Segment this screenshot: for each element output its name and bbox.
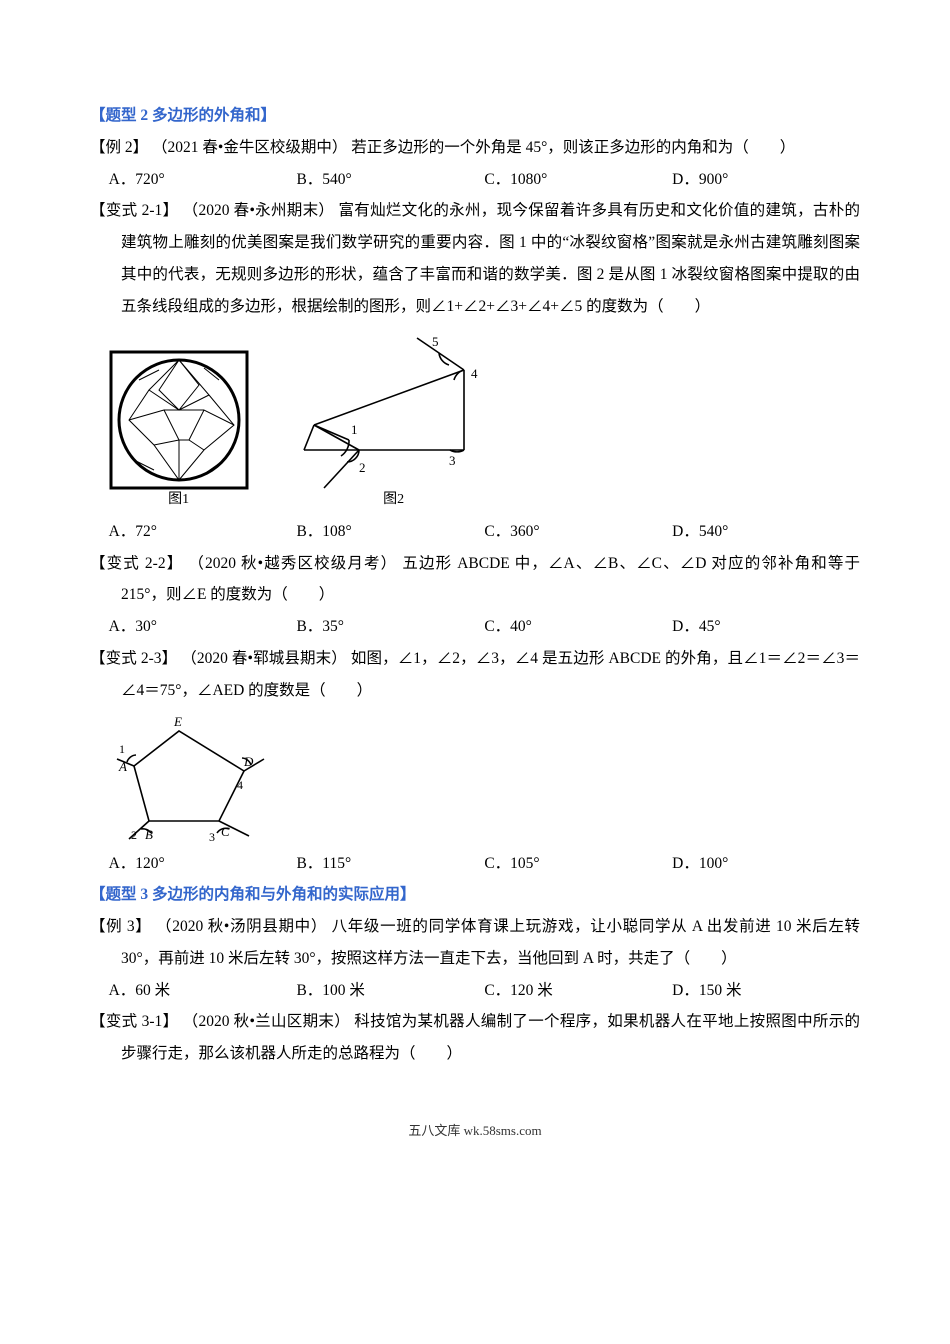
variant-2-2-label: 【变式 2-2】 [90,555,183,572]
figure-2-svg: 1 2 3 4 5 [289,330,499,490]
figure-2: 1 2 3 4 5 图2 [289,330,499,510]
option-b: B．35° [296,611,484,643]
variant-2-3-label: 【变式 2-3】 [90,650,177,667]
option-d: D．150 米 [672,975,860,1007]
svg-text:1: 1 [119,742,125,756]
section-3-title: 【题型 3 多边形的内角和与外角和的实际应用】 [90,879,860,911]
variant-2-2: 【变式 2-2】 （2020 秋•越秀区校级月考） 五边形 ABCDE 中，∠A… [90,548,860,612]
svg-text:B: B [145,827,153,842]
section-2-title: 【题型 2 多边形的外角和】 [90,100,860,132]
svg-text:A: A [118,759,127,774]
option-d: D．100° [672,848,860,880]
svg-text:E: E [173,714,182,729]
svg-text:2: 2 [131,828,137,842]
svg-text:D: D [243,754,254,769]
option-a: A．30° [109,611,297,643]
variant-2-3: 【变式 2-3】 （2020 春•郓城县期末） 如图，∠1，∠2，∠3，∠4 是… [90,643,860,707]
option-b: B．100 米 [296,975,484,1007]
option-c: C．120 米 [484,975,672,1007]
option-a: A．72° [109,516,297,548]
variant-2-3-figure: A B C D E 1 2 3 4 [90,711,860,846]
option-d: D．900° [672,164,860,196]
variant-3-1-source: （2020 秋•兰山区期末） [183,1013,350,1030]
example-2-options: A．720° B．540° C．1080° D．900° [90,164,860,196]
variant-3-1: 【变式 3-1】 （2020 秋•兰山区期末） 科技馆为某机器人编制了一个程序，… [90,1006,860,1070]
variant-2-1: 【变式 2-1】 （2020 春•永州期末） 富有灿烂文化的永州，现今保留着许多… [90,195,860,322]
variant-2-2-options: A．30° B．35° C．40° D．45° [90,611,860,643]
variant-2-1-source: （2020 春•永州期末） [183,202,335,219]
svg-text:4: 4 [237,778,243,792]
variant-2-3-svg: A B C D E 1 2 3 4 [109,711,279,846]
variant-3-1-label: 【变式 3-1】 [90,1013,178,1030]
variant-2-2-source: （2020 秋•越秀区校级月考） [188,555,397,572]
variant-2-3-source: （2020 春•郓城县期末） [181,650,347,667]
svg-text:1: 1 [351,422,358,437]
option-b: B．108° [296,516,484,548]
option-c: C．360° [484,516,672,548]
variant-2-1-label: 【变式 2-1】 [90,202,178,219]
example-2: 【例 2】 （2021 春•金牛区校级期中） 若正多边形的一个外角是 45°，则… [90,132,860,164]
svg-text:5: 5 [432,334,439,349]
page: 【题型 2 多边形的外角和】 【例 2】 （2021 春•金牛区校级期中） 若正… [0,0,950,1185]
figure-2-caption: 图2 [289,490,499,510]
option-a: A．720° [109,164,297,196]
option-c: C．105° [484,848,672,880]
page-footer: 五八文库 wk.58sms.com [90,1118,860,1145]
figure-1-caption: 图1 [109,490,249,510]
example-3-options: A．60 米 B．100 米 C．120 米 D．150 米 [90,975,860,1007]
variant-2-1-figures: 图1 [90,330,860,510]
option-d: D．45° [672,611,860,643]
example-3-source: （2020 秋•汤阴县期中） [156,918,327,935]
svg-text:C: C [221,824,230,839]
svg-text:3: 3 [209,830,215,844]
option-a: A．120° [109,848,297,880]
figure-1-svg [109,350,249,490]
figure-1: 图1 [109,350,249,510]
option-b: B．540° [296,164,484,196]
svg-text:2: 2 [359,460,366,475]
example-3-label: 【例 3】 [90,918,151,935]
option-b: B．115° [296,848,484,880]
svg-text:3: 3 [449,453,456,468]
example-2-source: （2021 春•金牛区校级期中） [152,139,347,156]
option-d: D．540° [672,516,860,548]
option-a: A．60 米 [109,975,297,1007]
variant-2-1-options: A．72° B．108° C．360° D．540° [90,516,860,548]
example-3: 【例 3】 （2020 秋•汤阴县期中） 八年级一班的同学体育课上玩游戏，让小聪… [90,911,860,975]
variant-2-3-options: A．120° B．115° C．105° D．100° [90,848,860,880]
example-2-text: 若正多边形的一个外角是 45°，则该正多边形的内角和为（ ） [351,139,795,156]
option-c: C．40° [484,611,672,643]
option-c: C．1080° [484,164,672,196]
example-2-label: 【例 2】 [90,139,148,156]
svg-text:4: 4 [471,366,478,381]
